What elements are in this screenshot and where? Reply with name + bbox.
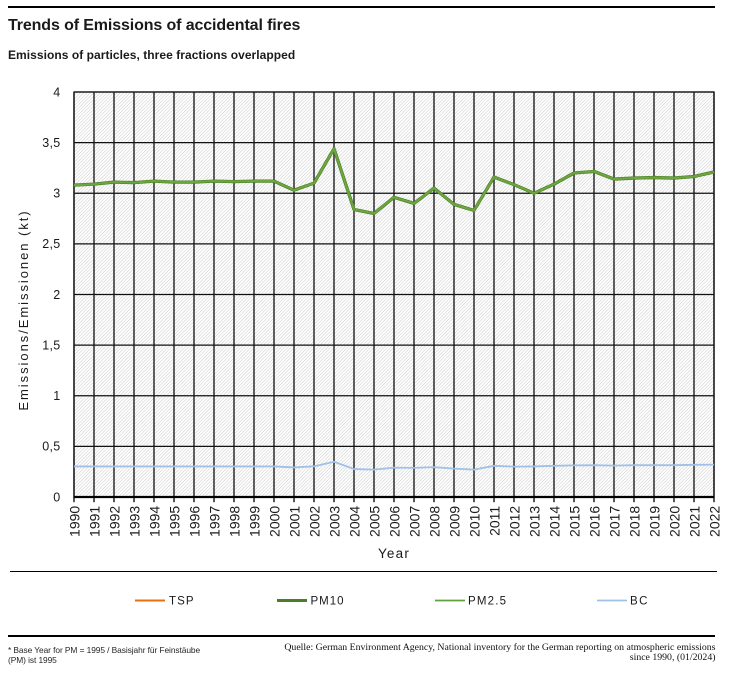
svg-text:2001: 2001 — [286, 506, 302, 537]
svg-text:1996: 1996 — [186, 506, 202, 537]
svg-text:2002: 2002 — [306, 506, 322, 537]
svg-text:2,5: 2,5 — [42, 237, 60, 251]
svg-text:1997: 1997 — [206, 506, 222, 537]
svg-text:1992: 1992 — [106, 506, 122, 537]
svg-text:2010: 2010 — [466, 506, 482, 537]
svg-text:2004: 2004 — [346, 506, 362, 537]
svg-text:1990: 1990 — [66, 506, 82, 537]
svg-text:3: 3 — [53, 187, 60, 201]
svg-text:2003: 2003 — [326, 506, 342, 537]
svg-text:PM2.5: PM2.5 — [468, 596, 507, 608]
svg-text:2017: 2017 — [606, 506, 622, 537]
svg-text:2015: 2015 — [566, 506, 582, 537]
svg-text:2012: 2012 — [506, 506, 522, 537]
svg-text:BC: BC — [630, 596, 649, 608]
svg-text:1,5: 1,5 — [42, 338, 60, 352]
svg-text:2019: 2019 — [646, 506, 662, 537]
svg-text:2014: 2014 — [546, 506, 562, 537]
svg-text:1994: 1994 — [146, 506, 162, 537]
svg-text:2013: 2013 — [526, 506, 542, 537]
svg-text:2022: 2022 — [706, 506, 722, 537]
svg-text:1999: 1999 — [246, 506, 262, 537]
svg-text:2016: 2016 — [586, 506, 602, 537]
svg-text:2009: 2009 — [446, 506, 462, 537]
svg-text:2020: 2020 — [666, 506, 682, 537]
svg-text:Emissions/Emissionen (kt): Emissions/Emissionen (kt) — [16, 209, 31, 410]
svg-text:1991: 1991 — [86, 506, 102, 537]
svg-text:2006: 2006 — [386, 506, 402, 537]
svg-text:1998: 1998 — [226, 506, 242, 537]
svg-text:2011: 2011 — [486, 506, 502, 536]
svg-text:1995: 1995 — [166, 506, 182, 537]
svg-text:0: 0 — [53, 490, 60, 504]
svg-text:TSP: TSP — [169, 596, 195, 608]
svg-text:2000: 2000 — [266, 506, 282, 537]
svg-text:2018: 2018 — [626, 506, 642, 537]
svg-text:3,5: 3,5 — [42, 136, 60, 150]
svg-text:2021: 2021 — [686, 506, 702, 537]
svg-text:0,5: 0,5 — [42, 440, 60, 454]
svg-text:PM10: PM10 — [311, 596, 345, 608]
svg-text:Year: Year — [378, 546, 410, 561]
svg-text:2: 2 — [53, 288, 60, 302]
svg-text:2008: 2008 — [426, 506, 442, 537]
svg-text:2007: 2007 — [406, 506, 422, 537]
svg-text:4: 4 — [53, 85, 60, 99]
svg-text:2005: 2005 — [366, 506, 382, 537]
svg-text:1993: 1993 — [126, 506, 142, 537]
svg-text:1: 1 — [53, 389, 60, 403]
